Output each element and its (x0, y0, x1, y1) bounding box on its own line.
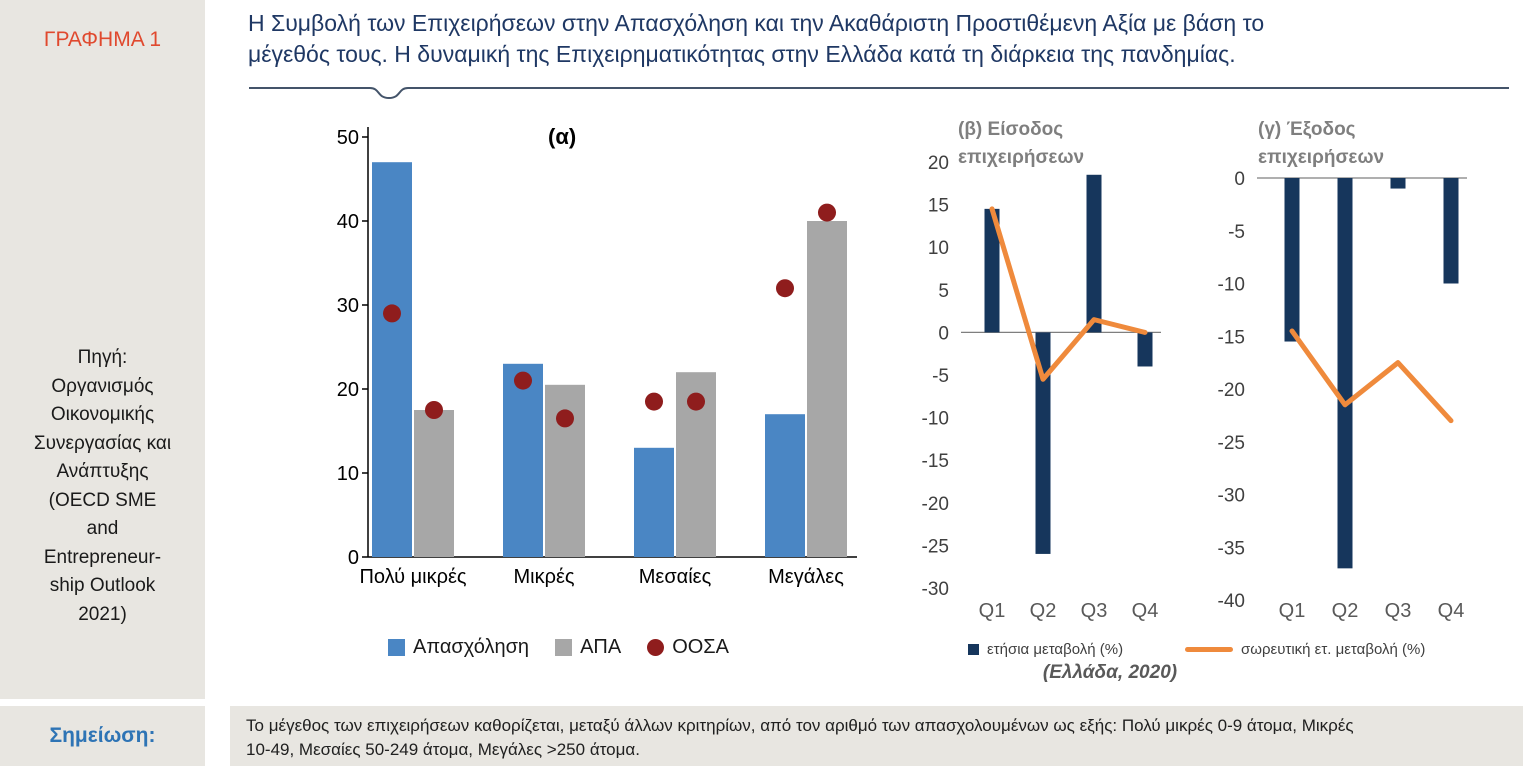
oecd-dot (425, 401, 443, 419)
y-tick-label: -20 (922, 494, 949, 515)
y-tick-label: -15 (1218, 327, 1245, 348)
legend-alpha: Απασχόληση ΑΠΑ ΟΟΣΑ (388, 636, 729, 659)
x-category-label: Q2 (1030, 600, 1057, 622)
chart-gamma-title: (γ) Έξοδος επιχειρήσεων (1258, 119, 1385, 168)
y-tick-label: -10 (922, 409, 949, 430)
y-tick-label: -40 (1218, 591, 1245, 612)
chart-beta-title: (β) Είσοδος επιχειρήσεων (958, 119, 1085, 168)
legend-annual-change-label: ετήσια μεταβολή (%) (987, 641, 1124, 658)
y-tick-label: 50 (337, 127, 359, 149)
oecd-dot (776, 279, 794, 298)
y-tick-label: -25 (1218, 433, 1245, 454)
legend-cumulative-change: σωρευτική ετ. μεταβολή (%) (1185, 641, 1425, 658)
legend-cumulative-change-label: σωρευτική ετ. μεταβολή (%) (1241, 641, 1426, 658)
legend-gva-item: ΑΠΑ (555, 636, 621, 659)
source-text: Πηγή: Οργανισμός Οικονομικής Συνεργασίας… (33, 347, 172, 625)
oecd-dot (514, 371, 532, 390)
sidebar: ΓΡΑΦΗΜΑ 1 Πηγή: Οργανισμός Οικονομικής Σ… (0, 0, 205, 699)
x-category-label: Πολύ μικρές (359, 566, 466, 588)
oecd-dot (645, 392, 663, 411)
trend-line (1289, 328, 1454, 424)
cumulative-change-swatch (1185, 647, 1233, 652)
y-tick-label: 10 (928, 238, 949, 259)
chart-beta: 20 15 10 5 0 -5 -10 -15 -20 -25 -30 Q1 Q2 Q3 Q4 (922, 153, 1161, 622)
legend-gva-label: ΑΠΑ (580, 636, 622, 658)
x-category-label: Μικρές (513, 566, 574, 588)
annual-change-swatch (968, 644, 979, 655)
x-category-label: Μεσαίες (639, 566, 712, 588)
quarter-bar (1390, 178, 1406, 189)
quarter-bar (1086, 174, 1102, 333)
y-tick-label: 0 (1234, 169, 1245, 190)
note-band: Το μέγεθος των επιχειρήσεων καθορίζεται,… (230, 706, 1523, 766)
legend-annual-change: ετήσια μεταβολή (%) (968, 641, 1123, 658)
legend-employment-label: Απασχόληση (413, 636, 530, 658)
bar-gva (807, 221, 847, 557)
x-category-label: Q3 (1081, 600, 1108, 622)
y-tick-label: -30 (922, 579, 949, 600)
quarter-bar (1035, 332, 1051, 554)
y-tick-label: 0 (348, 547, 359, 569)
quarter-bar (1137, 332, 1153, 367)
y-tick-label: -35 (1218, 538, 1245, 559)
y-tick-label: 0 (938, 323, 949, 344)
x-category-label: Q4 (1132, 600, 1159, 622)
bar-employment (503, 363, 543, 557)
quarter-bar (1284, 178, 1300, 342)
oecd-dot (687, 392, 705, 411)
x-category-label: Q3 (1385, 600, 1412, 622)
y-tick-label: -5 (932, 366, 949, 387)
oecd-dot (818, 203, 836, 222)
note-label: Σημείωση: (49, 724, 156, 747)
bar-gva (414, 410, 454, 557)
chart-gamma: 0 -5 -10 -15 -20 -25 -30 -35 -40 Q1 Q2 Q3 Q4 (1218, 169, 1467, 622)
y-tick-label: 20 (337, 379, 359, 401)
y-tick-label: -30 (1218, 486, 1245, 507)
chart-alpha-title: (α) (548, 124, 577, 149)
note-text: Το μέγεθος των επιχειρήσεων καθορίζεται,… (246, 716, 1354, 759)
legend-oecd-item: ΟΟΣΑ (647, 636, 729, 659)
y-tick-label: 20 (928, 153, 949, 174)
oecd-dot-swatch (647, 639, 665, 656)
trend-line (989, 206, 1148, 382)
quarter-bar (984, 208, 1000, 333)
x-category-label: Q1 (979, 600, 1006, 622)
oecd-dot (383, 304, 401, 323)
chart-alpha: 0 10 20 30 40 50 Πολύ μικρές Μικρές Μεσαίες Μεγάλ… (337, 127, 857, 588)
x-category-label: Μεγάλες (768, 566, 844, 588)
title-divider (249, 87, 1509, 100)
y-tick-label: -15 (922, 451, 949, 472)
chart-caption: (Ελλάδα, 2020) (1042, 662, 1178, 683)
gva-swatch (555, 639, 573, 656)
figure-title: Η Συμβολή των Επιχειρήσεων στην Απασχόλη… (248, 10, 1265, 67)
x-category-label: Q2 (1332, 600, 1359, 622)
bar-employment (765, 414, 805, 557)
bar-employment (372, 162, 412, 557)
legend-oecd-label: ΟΟΣΑ (672, 636, 730, 658)
y-tick-label: -20 (1218, 380, 1245, 401)
bar-employment (634, 447, 674, 557)
employment-swatch (388, 639, 405, 656)
y-tick-label: 15 (928, 196, 949, 217)
quarter-bar (1337, 178, 1353, 569)
y-tick-label: -10 (1218, 275, 1245, 296)
figure-label: ΓΡΑΦΗΜΑ 1 (43, 28, 162, 51)
y-tick-label: 5 (938, 281, 949, 302)
y-tick-label: -25 (922, 536, 949, 557)
oecd-dot (556, 409, 574, 428)
y-tick-label: 40 (337, 211, 359, 233)
y-tick-label: 30 (337, 295, 359, 317)
x-category-label: Q1 (1279, 600, 1306, 622)
legend-employment-item: Απασχόληση (388, 636, 529, 659)
y-tick-label: 10 (337, 463, 359, 485)
y-tick-label: -5 (1228, 222, 1245, 243)
x-category-label: Q4 (1438, 600, 1465, 622)
quarter-bar (1443, 178, 1459, 284)
note-label-band: Σημείωση: (0, 706, 205, 766)
